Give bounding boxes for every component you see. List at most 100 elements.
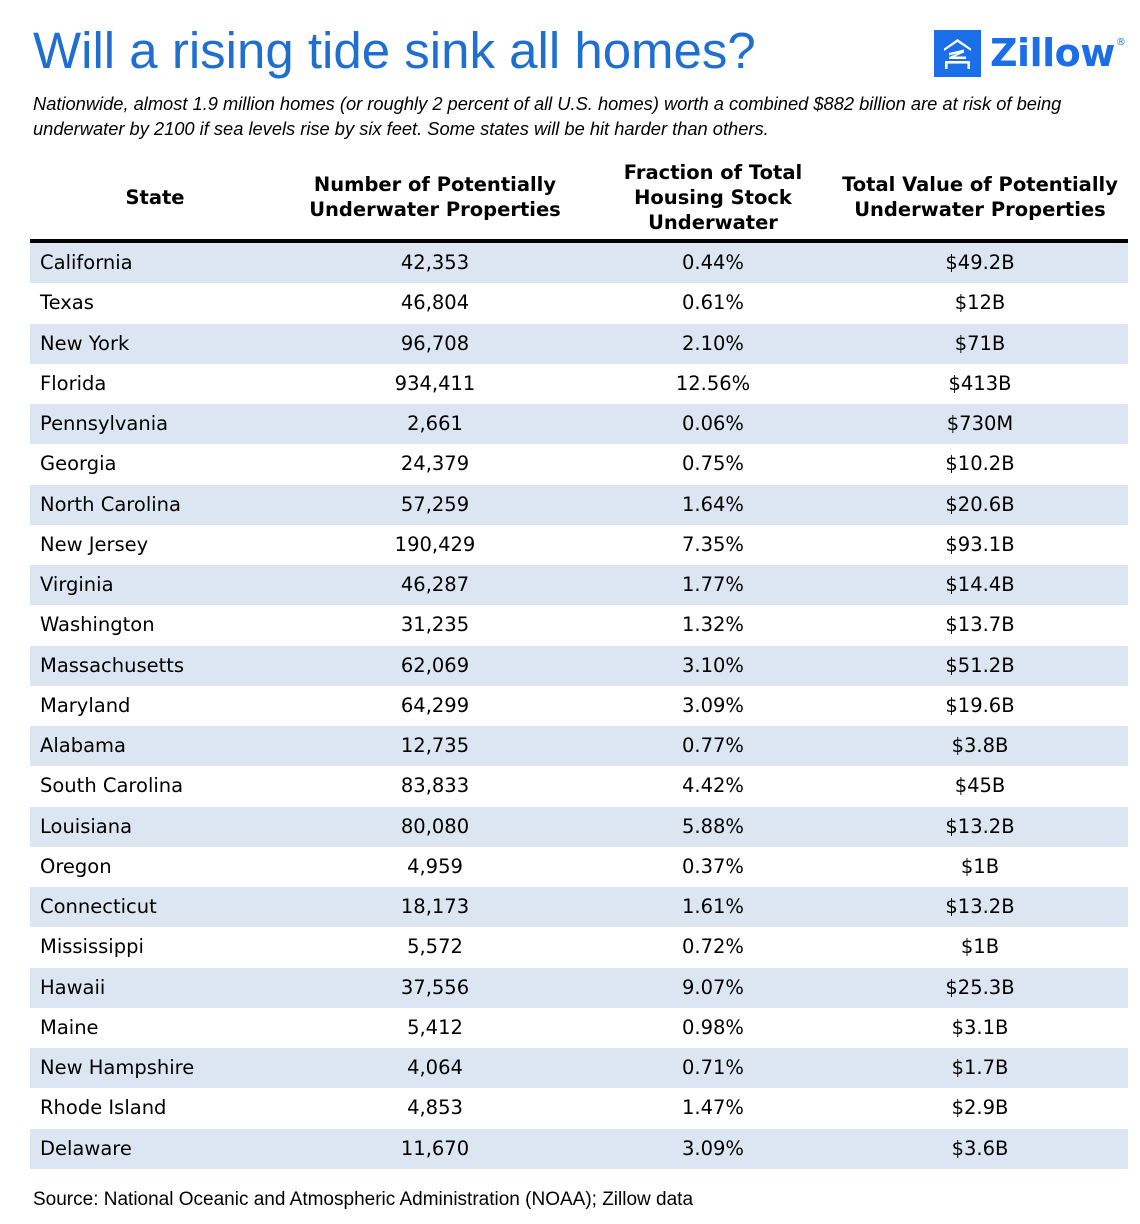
table-row: Louisiana 80,080 5.88% $13.2B xyxy=(30,806,1128,847)
table-row: Connecticut 18,173 1.61% $13.2B xyxy=(30,887,1128,928)
cell-fraction: 1.32% xyxy=(682,613,744,637)
cell-properties: 83,833 xyxy=(400,774,470,798)
cell-state: Pennsylvania xyxy=(40,412,169,435)
header-rule xyxy=(30,239,1128,243)
column-header-state-label: State xyxy=(125,185,185,209)
cell-state: Delaware xyxy=(40,1136,132,1160)
column-header-value: Total Value of Potentially Underwater Pr… xyxy=(830,156,1130,238)
cell-value: $49.2B xyxy=(945,251,1015,274)
cell-value: $13.2B xyxy=(945,814,1015,838)
cell-properties: 5,572 xyxy=(407,935,463,959)
page-title: Will a rising tide sink all homes? xyxy=(33,22,756,79)
cell-value: $413B xyxy=(948,371,1012,395)
cell-properties: 62,069 xyxy=(400,653,470,677)
cell-properties: 80,080 xyxy=(400,814,470,838)
cell-properties: 64,299 xyxy=(400,693,470,717)
cell-value: $25.3B xyxy=(945,975,1015,999)
cell-state: Texas xyxy=(40,291,94,315)
cell-state: Maine xyxy=(40,1015,99,1039)
cell-state: California xyxy=(40,251,133,274)
column-header-fraction-label: Fraction of Total Housing Stock Underwat… xyxy=(623,160,803,234)
cell-fraction: 0.98% xyxy=(682,1015,744,1039)
cell-fraction: 5.88% xyxy=(682,814,744,838)
cell-value: $3.1B xyxy=(951,1015,1009,1039)
cell-properties: 42,353 xyxy=(400,251,470,274)
zillow-wordmark: Zillow xyxy=(990,31,1115,75)
table-row: Florida 934,411 12.56% $413B xyxy=(30,364,1128,404)
cell-properties: 934,411 xyxy=(394,371,476,395)
cell-fraction: 3.09% xyxy=(682,1136,744,1160)
cell-properties: 18,173 xyxy=(400,895,470,918)
table-row: Mississippi 5,572 0.72% $1B xyxy=(30,927,1128,967)
cell-state: New York xyxy=(40,331,130,355)
cell-fraction: 1.64% xyxy=(682,492,744,516)
cell-value: $3.8B xyxy=(951,734,1009,757)
table-row: Delaware 11,670 3.09% $3.6B xyxy=(30,1128,1128,1169)
zillow-logo[interactable]: Zillow ® xyxy=(934,29,1126,77)
subtitle: Nationwide, almost 1.9 million homes (or… xyxy=(33,93,1062,139)
table-row: Maine 5,412 0.98% $3.1B xyxy=(30,1008,1128,1048)
cell-properties: 4,064 xyxy=(407,1056,463,1079)
table-body: California 42,353 0.44% $49.2B Texas 46,804 0.… xyxy=(30,243,1128,1169)
table-row: North Carolina 57,259 1.64% $20.6B xyxy=(30,484,1128,525)
table-row: New York 96,708 2.10% $71B xyxy=(30,323,1128,364)
table-row: Pennsylvania 2,661 0.06% $730M xyxy=(30,404,1128,445)
table-row: Georgia 24,379 0.75% $10.2B xyxy=(30,444,1128,484)
cell-value: $20.6B xyxy=(945,492,1015,516)
cell-fraction: 3.09% xyxy=(682,693,744,717)
registered-mark: ® xyxy=(1115,37,1126,48)
cell-properties: 5,412 xyxy=(407,1015,463,1039)
cell-fraction: 2.10% xyxy=(682,331,744,355)
table-row: Washington 31,235 1.32% $13.7B xyxy=(30,605,1128,645)
cell-state: Virginia xyxy=(40,573,114,596)
cell-state: North Carolina xyxy=(40,492,181,516)
cell-value: $2.9B xyxy=(951,1096,1009,1120)
cell-properties: 24,379 xyxy=(400,452,470,476)
cell-state: Mississippi xyxy=(40,935,144,959)
cell-state: Maryland xyxy=(40,693,131,717)
cell-value: $93.1B xyxy=(945,532,1015,556)
cell-value: $45B xyxy=(954,774,1006,798)
cell-fraction: 1.47% xyxy=(682,1096,744,1120)
cell-properties: 46,287 xyxy=(400,573,470,596)
cell-properties: 4,853 xyxy=(407,1096,463,1120)
cell-properties: 96,708 xyxy=(400,331,470,355)
cell-value: $13.7B xyxy=(945,613,1015,637)
cell-state: South Carolina xyxy=(40,774,184,798)
table-row: Alabama 12,735 0.77% $3.8B xyxy=(30,726,1128,767)
cell-state: Connecticut xyxy=(40,895,157,918)
cell-state: New Jersey xyxy=(40,532,149,556)
column-header-value-label: Total Value of Potentially Underwater Pr… xyxy=(842,173,1118,221)
table-header: State Number of Potentially Underwater P… xyxy=(30,156,1128,238)
cell-fraction: 3.10% xyxy=(682,653,744,677)
cell-fraction: 1.61% xyxy=(682,895,744,918)
table-row: California 42,353 0.44% $49.2B xyxy=(30,243,1128,284)
column-header-number: Number of Potentially Underwater Propert… xyxy=(285,156,585,238)
table-row: Massachusetts 62,069 3.10% $51.2B xyxy=(30,645,1128,686)
cell-value: $71B xyxy=(954,331,1006,355)
table-row: Rhode Island 4,853 1.47% $2.9B xyxy=(30,1088,1128,1128)
cell-properties: 46,804 xyxy=(400,291,470,315)
cell-value: $1.7B xyxy=(951,1056,1009,1079)
cell-value: $1B xyxy=(960,935,1000,959)
cell-fraction: 0.72% xyxy=(682,935,744,959)
cell-value: $12B xyxy=(954,291,1006,315)
cell-value: $13.2B xyxy=(945,895,1015,918)
cell-properties: 2,661 xyxy=(407,412,463,435)
cell-fraction: 9.07% xyxy=(682,975,744,999)
column-header-state: State xyxy=(30,156,280,238)
cell-value: $1B xyxy=(960,854,1000,878)
cell-properties: 12,735 xyxy=(400,734,470,757)
source-note: Source: National Oceanic and Atmospheric… xyxy=(33,1189,694,1210)
cell-fraction: 0.77% xyxy=(682,734,744,757)
cell-state: Hawaii xyxy=(40,975,106,999)
table-row: Maryland 64,299 3.09% $19.6B xyxy=(30,686,1128,726)
zillow-house-icon xyxy=(934,29,981,77)
cell-fraction: 4.42% xyxy=(682,774,744,798)
cell-fraction: 0.71% xyxy=(682,1056,744,1079)
table-row: Virginia 46,287 1.77% $14.4B xyxy=(30,565,1128,606)
cell-fraction: 7.35% xyxy=(682,532,744,556)
cell-fraction: 0.06% xyxy=(682,412,744,435)
cell-fraction: 0.75% xyxy=(682,452,744,476)
cell-value: $10.2B xyxy=(945,452,1015,476)
